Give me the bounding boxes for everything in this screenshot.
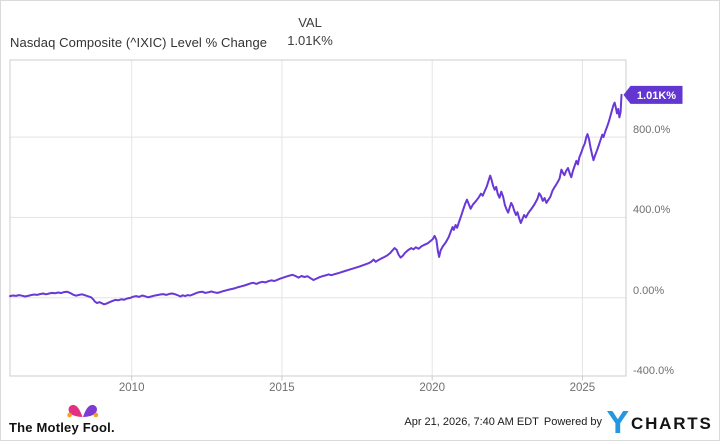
gridlines: [10, 60, 626, 376]
legend-value-column: VAL 1.01K%: [280, 15, 340, 48]
plot-border: [9, 59, 627, 377]
value-badge-background: [623, 85, 683, 104]
y-axis-label: -400.0%: [633, 365, 674, 377]
current-value-badge: 1.01K%: [623, 85, 683, 104]
current-value: 1.01K%: [287, 33, 333, 48]
y-axis-label: 800.0%: [633, 124, 671, 137]
y-axis-label: 0.00%: [633, 284, 665, 297]
motley-fool-wordmark: The Motley Fool.: [9, 420, 115, 435]
ycharts-wordmark: CHARTS: [631, 414, 713, 433]
chart-timestamp: Apr 21, 2026, 7:40 AM EDT: [404, 416, 539, 428]
ycharts-logo: CHARTS: [607, 411, 713, 433]
chart-attribution: Apr 21, 2026, 7:40 AM EDT Powered by CHA…: [404, 410, 713, 434]
ycharts-y-icon: [607, 411, 629, 433]
powered-by-label: Powered by: [543, 416, 602, 428]
axis-tick-marks: [131, 376, 583, 381]
y-axis-label: 400.0%: [633, 204, 671, 217]
motley-fool-logo: The Motley Fool.: [9, 401, 117, 444]
value-badge-label: 1.01K%: [637, 90, 676, 102]
x-axis-label: 2025: [569, 382, 596, 394]
chart-title: Nasdaq Composite (^IXIC) Level % Change: [10, 35, 268, 50]
x-axis-label: 2015: [269, 382, 295, 394]
x-axis-label: 2010: [118, 382, 145, 394]
jester-hat-icon: [67, 404, 99, 418]
val-column-header: VAL: [298, 15, 322, 30]
price-line-series: [9, 93, 623, 306]
x-axis-label: 2020: [419, 382, 445, 394]
